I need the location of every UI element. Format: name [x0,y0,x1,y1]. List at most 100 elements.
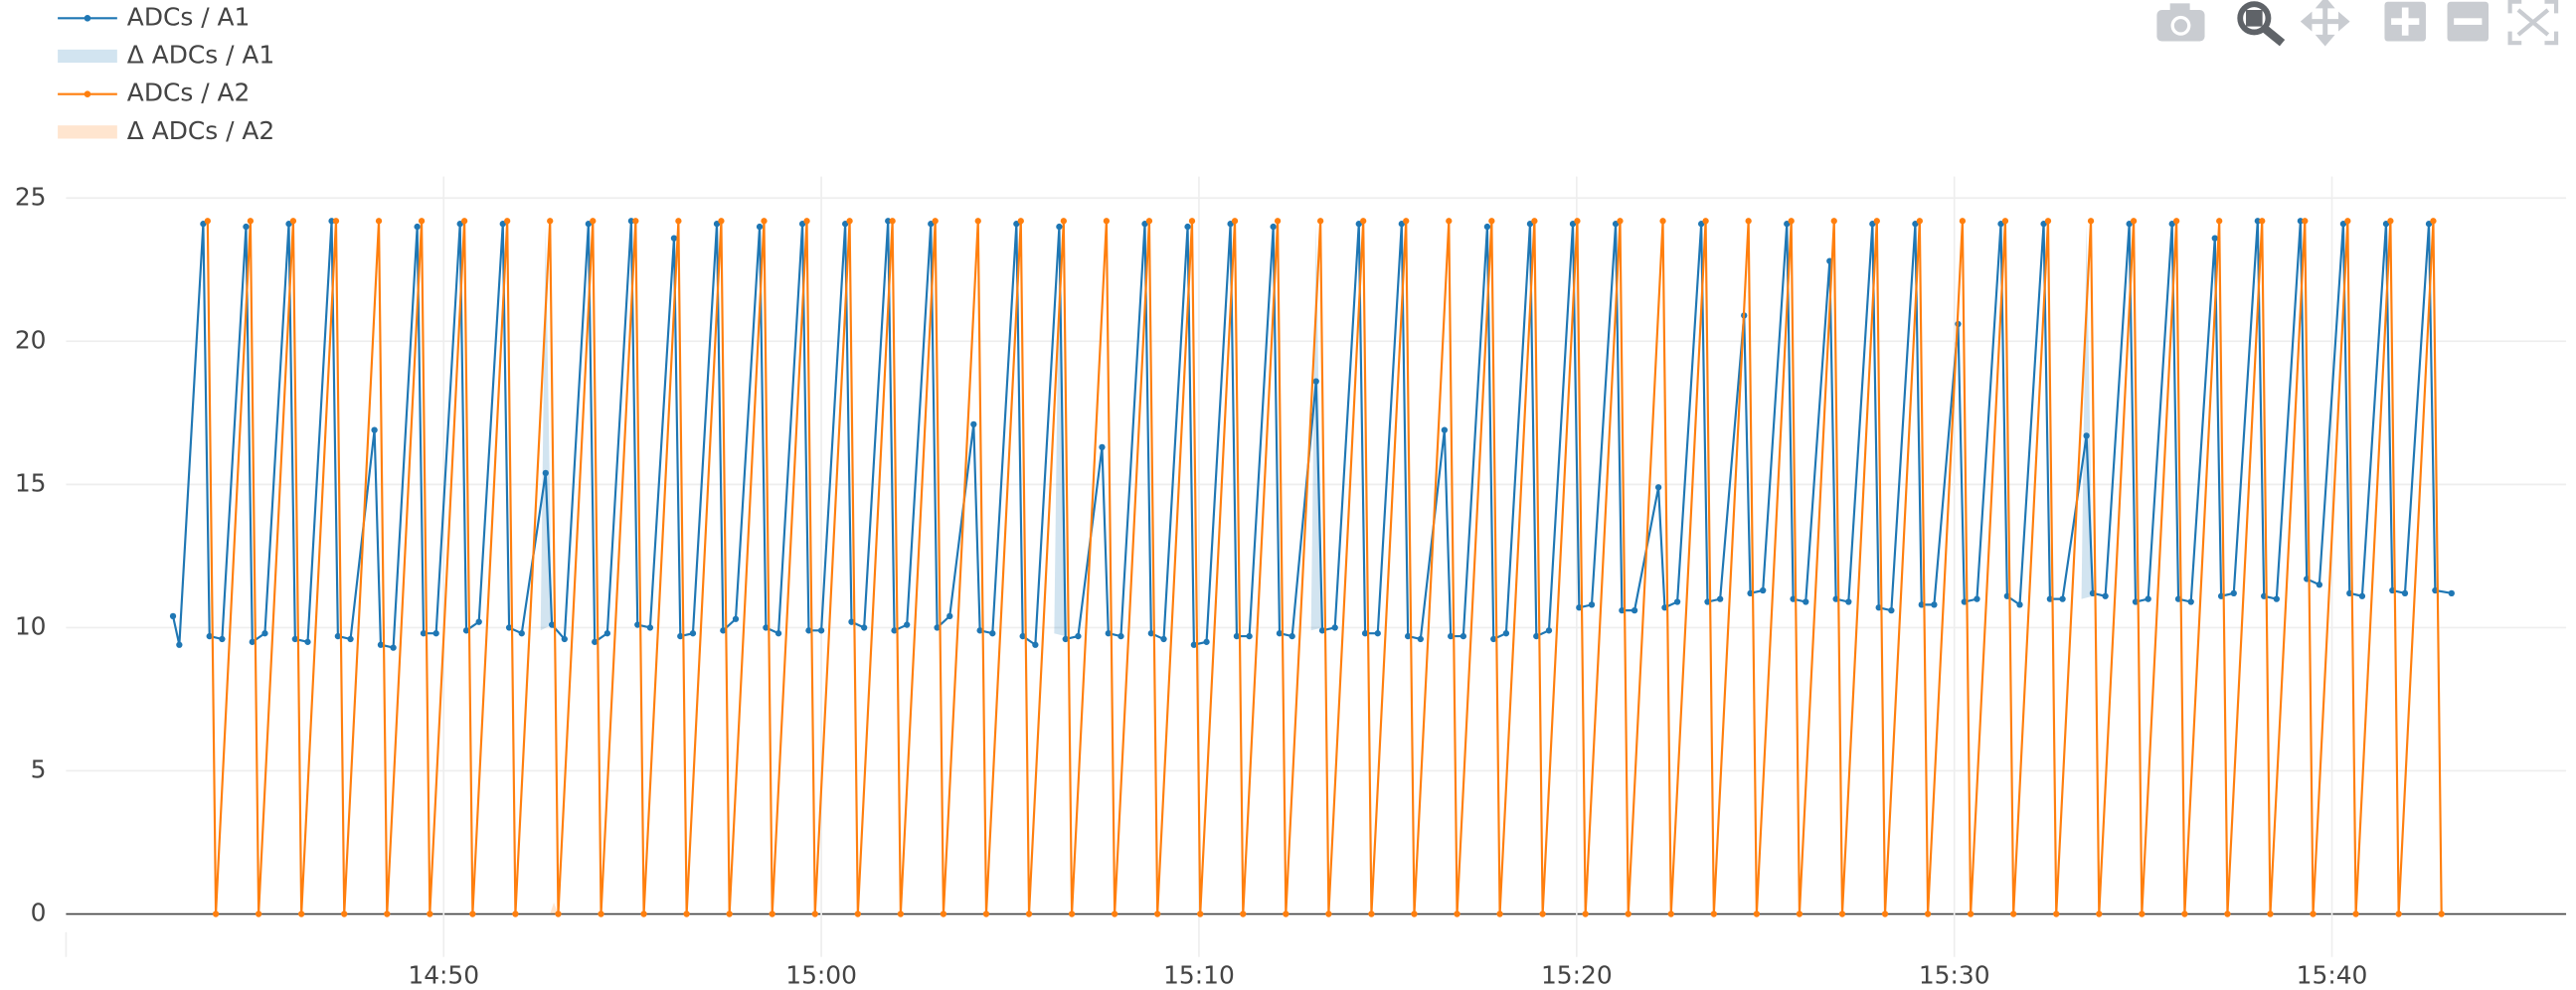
data-point [2001,218,2009,225]
data-point [885,218,892,225]
data-point [891,627,898,634]
data-point [561,635,568,643]
data-point [390,644,397,651]
data-point [469,910,476,917]
data-point [1441,426,1449,433]
data-point [1276,630,1284,637]
data-point [632,218,639,225]
data-point [904,621,911,628]
data-point [1270,223,1277,231]
data-point [1374,630,1381,637]
data-point [634,621,641,628]
data-point [2145,595,2151,602]
x-tick-label: 14:50 [408,961,479,990]
data-point [1888,606,1895,614]
legend-item[interactable]: Δ ADCs / A2 [58,116,274,145]
x-tick-label: 15:20 [1541,961,1613,990]
zoom-in-button[interactable] [2384,1,2426,42]
data-point [1539,910,1546,917]
pan-button[interactable] [2300,0,2350,47]
data-point [854,910,861,917]
data-point [689,630,697,637]
data-point [418,218,426,225]
data-point [243,223,250,231]
data-point [1496,910,1503,917]
data-point [555,910,562,917]
y-tick-label: 25 [15,182,47,211]
x-tick-label: 15:10 [1163,961,1235,990]
data-point [432,630,439,637]
data-point [2395,910,2402,917]
zoom-out-button[interactable] [2447,1,2490,42]
data-point [518,630,525,637]
data-point [934,624,941,631]
data-point [2010,910,2017,917]
series-line [206,221,2443,914]
data-point [970,420,977,428]
data-point [1190,641,1198,648]
data-point [1924,910,1932,917]
data-point [334,632,342,640]
data-point [2267,910,2274,917]
data-point [384,910,391,917]
data-point [1099,443,1106,451]
data-point [889,218,896,225]
data-point [1019,632,1026,640]
data-point [212,910,220,917]
data-point [1796,910,1803,917]
data-point [1111,910,1118,917]
data-point [946,612,953,620]
data-point [512,910,519,917]
data-point [460,218,468,225]
data-point [1460,632,1467,640]
data-point [291,635,298,643]
data-point [1103,218,1111,225]
data-point [1454,910,1460,917]
data-point [249,638,256,645]
data-point [1154,910,1161,917]
zoom-button[interactable] [2237,1,2286,47]
plot-area [169,218,2455,917]
data-point [304,638,311,645]
data-point [1967,910,1975,917]
legend-item[interactable]: ADCs / A2 [58,79,250,107]
data-point [1325,910,1332,917]
data-point [414,223,421,231]
legend-item[interactable]: ADCs / A1 [58,2,250,31]
data-point [2187,598,2194,605]
data-point [2316,581,2323,588]
data-point [726,910,733,917]
delta-band [540,227,553,631]
x-tick-label: 15:00 [785,961,857,990]
data-point [1361,630,1369,637]
data-point [1331,624,1338,631]
data-point [1117,632,1124,640]
data-point [332,218,340,225]
data-point [1417,635,1424,643]
data-point [1025,910,1033,917]
data-point [1448,632,1455,640]
data-point [1246,632,1253,640]
data-point [2430,218,2437,225]
data-point [204,218,211,225]
data-point [504,218,511,225]
data-point [720,627,727,634]
data-point [289,218,297,225]
data-point [1233,632,1241,640]
data-point [2224,910,2231,917]
data-point [1056,223,1063,231]
data-point [1068,910,1076,917]
data-point [1184,223,1191,231]
delta-band [1054,227,1066,637]
data-point [1710,910,1717,917]
legend: ADCs / A1 Δ ADCs / A1 ADCs / A2 Δ ADCs / A2 [58,2,274,145]
data-point [718,218,725,225]
camera-button[interactable] [2156,3,2205,42]
legend-item[interactable]: Δ ADCs / A1 [58,40,274,69]
y-tick-label: 0 [31,899,47,927]
autoscale-button[interactable] [2507,0,2559,46]
data-point [2344,218,2351,225]
data-point [1531,218,1538,225]
data-point [627,218,635,225]
data-point [817,627,825,634]
